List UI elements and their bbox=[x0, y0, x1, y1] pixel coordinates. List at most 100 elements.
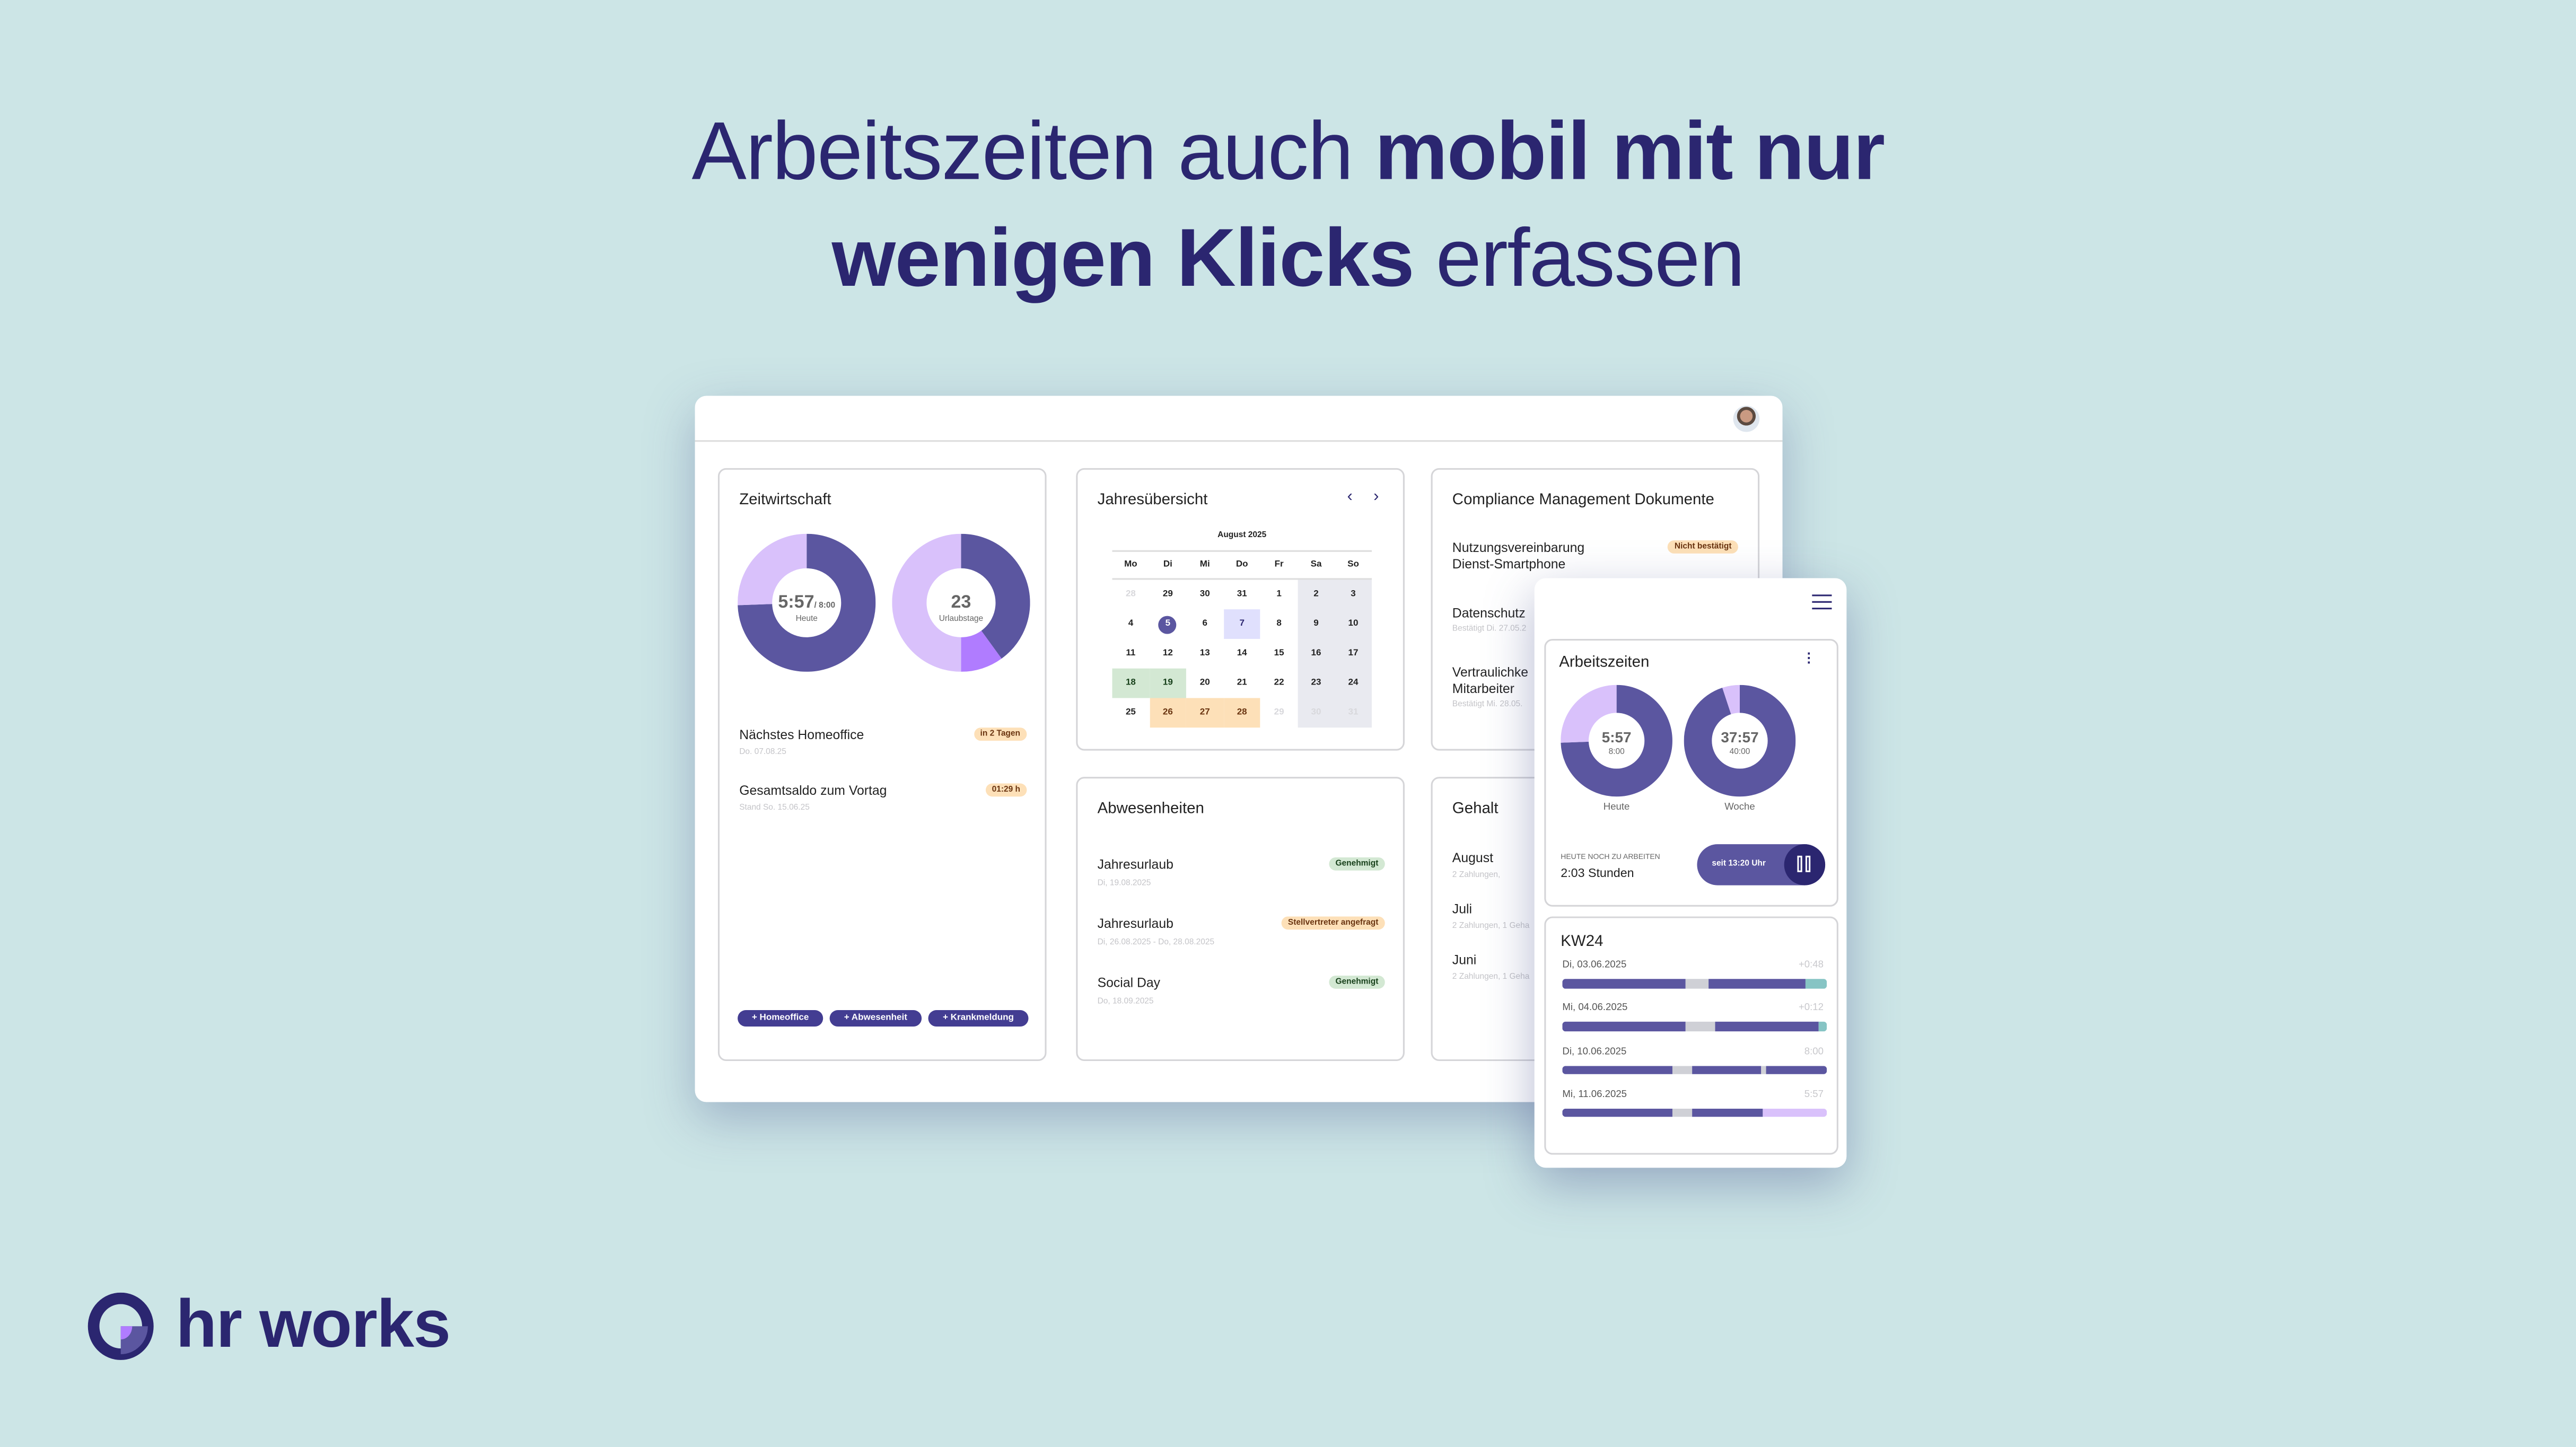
calendar-day[interactable]: 8 bbox=[1276, 619, 1282, 629]
calendar-day[interactable]: 1 bbox=[1276, 590, 1282, 600]
calendar-day[interactable]: 28 bbox=[1125, 590, 1136, 600]
absence-status-badge: Genehmigt bbox=[1329, 857, 1385, 871]
bar-segment-break bbox=[1685, 979, 1708, 988]
headline-bold-text: wenigen Klicks bbox=[831, 212, 1415, 304]
calendar-day[interactable]: 18 bbox=[1112, 668, 1150, 698]
calendar-day[interactable]: 25 bbox=[1125, 708, 1136, 718]
week-label: Woche bbox=[1724, 803, 1755, 813]
calendar-day[interactable]: 31 bbox=[1348, 708, 1359, 718]
calendar-day[interactable]: 27 bbox=[1186, 698, 1224, 728]
document-title[interactable]: Nutzungsvereinbarung bbox=[1452, 540, 1585, 555]
weekday-header: Mo Di Mi Do Fr Sa So bbox=[1112, 552, 1372, 580]
calendar-day[interactable]: 16 bbox=[1311, 648, 1321, 659]
year-overview-card: Jahresübersicht ‹ › August 2025 Mo Di Mi Do… bbox=[1076, 468, 1405, 751]
pause-icon[interactable] bbox=[1784, 844, 1826, 885]
calendar-day[interactable]: 15 bbox=[1274, 648, 1284, 659]
calendar-day[interactable]: 26 bbox=[1149, 698, 1187, 728]
day-time-bar[interactable] bbox=[1562, 1065, 1827, 1075]
headline-line-2: wenigen Klicks erfassen bbox=[0, 208, 2576, 307]
day-time-bar[interactable] bbox=[1562, 979, 1827, 988]
headline-bold-text: mobil mit nur bbox=[1374, 105, 1885, 197]
calendar-day[interactable]: 31 bbox=[1237, 590, 1247, 600]
timer-toggle-button[interactable]: seit 13:20 Uhr bbox=[1697, 844, 1826, 885]
day-time-bar[interactable] bbox=[1562, 1022, 1827, 1031]
chevron-right-icon[interactable]: › bbox=[1373, 487, 1379, 506]
calendar-day[interactable]: 19 bbox=[1149, 668, 1187, 698]
document-confirmed-date: Bestätigt Mi. 28.05. bbox=[1452, 699, 1523, 710]
absence-title[interactable]: Jahresurlaub bbox=[1097, 857, 1173, 872]
calendar-day[interactable]: 10 bbox=[1348, 619, 1359, 629]
week-target-value: 40:00 bbox=[1730, 747, 1750, 756]
calendar-day[interactable]: 30 bbox=[1199, 590, 1210, 600]
card-title: KW24 bbox=[1561, 933, 1604, 951]
bar-segment-work bbox=[1693, 1065, 1762, 1075]
calendar-day[interactable]: 7 bbox=[1223, 609, 1261, 639]
calendar-day[interactable]: 29 bbox=[1162, 590, 1173, 600]
absence-status-badge: Stellvertreter angefragt bbox=[1281, 916, 1385, 930]
day-time-bar[interactable] bbox=[1562, 1108, 1827, 1118]
calendar-day[interactable]: 23 bbox=[1311, 678, 1321, 688]
calendar-day[interactable]: 14 bbox=[1237, 648, 1247, 659]
vertical-dots-icon[interactable]: ⋮ bbox=[1802, 650, 1816, 665]
bar-segment-break bbox=[1673, 1065, 1693, 1075]
add-absence-button[interactable]: + Abwesenheit bbox=[829, 1010, 922, 1027]
calendar-day[interactable]: 9 bbox=[1313, 619, 1319, 629]
calendar-day[interactable]: 22 bbox=[1274, 678, 1284, 688]
day-date: Di, 10.06.2025 bbox=[1562, 1047, 1627, 1057]
card-title: Jahresübersicht bbox=[1097, 491, 1208, 510]
calendar-grid: 28 29 30 31 1 2 3 4 5 6 7 8 9 10 11 12 13 14 15 16 17 18 19 20 2… bbox=[1112, 580, 1372, 728]
document-title[interactable]: Vertraulichke bbox=[1452, 665, 1529, 680]
hamburger-menu-icon[interactable] bbox=[1812, 594, 1832, 610]
salary-payments: 2 Zahlungen, 1 Geha bbox=[1452, 921, 1530, 932]
bar-segment-overtime bbox=[1805, 979, 1827, 988]
calendar-day[interactable]: 12 bbox=[1162, 648, 1173, 659]
salary-month[interactable]: August bbox=[1452, 850, 1493, 866]
calendar-day[interactable]: 6 bbox=[1202, 619, 1208, 629]
bar-segment-work bbox=[1708, 979, 1806, 988]
bar-segment-break bbox=[1685, 1022, 1716, 1031]
calendar-day[interactable]: 5 bbox=[1149, 609, 1186, 639]
salary-payments: 2 Zahlungen, 1 Geha bbox=[1452, 972, 1530, 983]
card-title: Zeitwirtschaft bbox=[739, 491, 831, 510]
calendar-day[interactable]: 29 bbox=[1274, 708, 1284, 718]
weekend-shading bbox=[1298, 580, 1372, 728]
add-homeoffice-button[interactable]: + Homeoffice bbox=[738, 1010, 823, 1027]
calendar-day[interactable]: 30 bbox=[1311, 708, 1321, 718]
document-confirmed-date: Bestätigt Di. 27.05.2 bbox=[1452, 624, 1527, 634]
calendar-day[interactable]: 20 bbox=[1199, 678, 1210, 688]
add-sick-note-button[interactable]: + Krankmeldung bbox=[928, 1010, 1029, 1027]
chevron-left-icon[interactable]: ‹ bbox=[1347, 487, 1353, 506]
calendar-day[interactable]: 2 bbox=[1313, 590, 1319, 600]
day-date: Mi, 04.06.2025 bbox=[1562, 1004, 1628, 1014]
calendar-day[interactable]: 4 bbox=[1128, 619, 1134, 629]
calendar-day[interactable]: 3 bbox=[1351, 590, 1356, 600]
calendar-day[interactable]: 17 bbox=[1348, 648, 1359, 659]
bar-segment-work bbox=[1562, 1022, 1685, 1031]
day-balance: +0:48 bbox=[1798, 961, 1824, 971]
calendar-day[interactable]: 24 bbox=[1348, 678, 1359, 688]
next-homeoffice-date: Do. 07.08.25 bbox=[739, 747, 786, 757]
top-bar bbox=[695, 396, 1783, 442]
calendar-day[interactable]: 11 bbox=[1126, 648, 1136, 659]
bar-segment-work bbox=[1765, 1065, 1827, 1075]
calendar-day[interactable]: 13 bbox=[1199, 648, 1210, 659]
salary-month[interactable]: Juli bbox=[1452, 901, 1473, 917]
calendar-day[interactable]: 21 bbox=[1237, 678, 1247, 688]
user-avatar[interactable] bbox=[1733, 406, 1760, 432]
absence-title[interactable]: Social Day bbox=[1097, 975, 1161, 990]
timer-label: seit 13:20 Uhr bbox=[1712, 859, 1766, 869]
today-donut: 5:57/ 8:00 Heute bbox=[738, 533, 876, 672]
calendar-day[interactable]: 28 bbox=[1223, 698, 1261, 728]
absence-title[interactable]: Jahresurlaub bbox=[1097, 916, 1173, 932]
document-title[interactable]: Datenschutz bbox=[1452, 606, 1526, 621]
card-title: Compliance Management Dokumente bbox=[1452, 491, 1714, 510]
next-homeoffice-badge: in 2 Tagen bbox=[974, 727, 1027, 741]
today-worked-value: 5:57 bbox=[1602, 729, 1632, 746]
remaining-value: 2:03 Stunden bbox=[1561, 865, 1634, 881]
weekday-label: Mo bbox=[1124, 560, 1137, 570]
today-value: 5:57 bbox=[778, 592, 814, 612]
time-management-card: Zeitwirtschaft 5:57/ 8:00 Heute 23 Urlau… bbox=[717, 468, 1047, 1062]
headline-light-text: Arbeitszeiten auch bbox=[691, 105, 1375, 197]
mobile-app-view: Arbeitszeiten ⋮ 5:57 8:00 37:57 40:00 He… bbox=[1534, 578, 1847, 1168]
salary-month[interactable]: Juni bbox=[1452, 952, 1477, 968]
